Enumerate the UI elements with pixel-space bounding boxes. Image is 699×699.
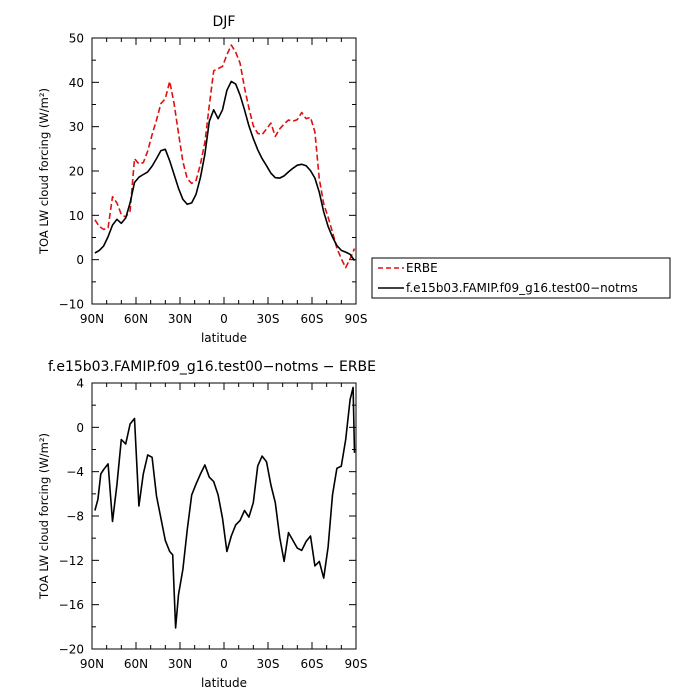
x-tick-label: 90S bbox=[345, 312, 368, 326]
legend-box bbox=[371, 257, 671, 299]
y-tick-label: 0 bbox=[76, 421, 84, 435]
x-tick-label: 0 bbox=[220, 657, 228, 671]
top-chart: DJF TOA LW cloud forcing (W/m²) latitude… bbox=[37, 14, 367, 345]
legend-label-model: f.e15b03.FAMIP.f09_g16.test00−notms bbox=[406, 281, 638, 295]
series-line-0 bbox=[94, 386, 356, 629]
top-chart-ticks: 90N 60N 30N 0 30S 60S 90S −10 0 10 20 30 40 50 bbox=[59, 32, 368, 327]
x-tick-label: 90N bbox=[80, 657, 104, 671]
bottom-chart-frame bbox=[91, 382, 357, 650]
x-tick-label: 0 bbox=[220, 312, 228, 326]
y-tick-label: −20 bbox=[59, 643, 84, 657]
x-tick-label: 30S bbox=[257, 657, 280, 671]
top-chart-y-axis-label: TOA LW cloud forcing (W/m²) bbox=[37, 88, 51, 255]
y-tick-label: 40 bbox=[69, 76, 84, 90]
bottom-chart: f.e15b03.FAMIP.f09_g16.test00−notms − ER… bbox=[37, 359, 376, 690]
top-chart-x-axis-label: latitude bbox=[201, 331, 247, 345]
y-tick-label: 0 bbox=[76, 253, 84, 267]
y-tick-label: 30 bbox=[69, 120, 84, 134]
x-tick-label: 90S bbox=[345, 657, 368, 671]
legend-label-erbe: ERBE bbox=[406, 261, 438, 275]
y-tick-label: 20 bbox=[69, 165, 84, 179]
y-tick-label: −16 bbox=[59, 598, 84, 612]
top-chart-frame bbox=[91, 37, 357, 305]
x-tick-label: 30N bbox=[168, 657, 192, 671]
x-tick-label: 60S bbox=[301, 312, 324, 326]
bottom-chart-y-axis-label: TOA LW cloud forcing (W/m²) bbox=[37, 433, 51, 600]
y-tick-label: 50 bbox=[69, 32, 84, 46]
series-line-1 bbox=[94, 80, 356, 262]
bottom-chart-x-axis-label: latitude bbox=[201, 676, 247, 690]
y-tick-label: −4 bbox=[66, 465, 84, 479]
bottom-chart-title: f.e15b03.FAMIP.f09_g16.test00−notms − ER… bbox=[48, 359, 376, 375]
x-tick-label: 30S bbox=[257, 312, 280, 326]
y-tick-label: 10 bbox=[69, 209, 84, 223]
top-chart-title: DJF bbox=[213, 14, 236, 30]
legend: ERBE f.e15b03.FAMIP.f09_g16.test00−notms bbox=[371, 257, 671, 299]
top-chart-series bbox=[94, 44, 356, 269]
x-tick-label: 90N bbox=[80, 312, 104, 326]
y-tick-label: −12 bbox=[59, 554, 84, 568]
bottom-chart-ticks: 90N 60N 30N 0 30S 60S 90S −20 −16 −12 −8 −4 0 4 bbox=[59, 377, 368, 672]
x-tick-label: 30N bbox=[168, 312, 192, 326]
y-tick-label: −10 bbox=[59, 298, 84, 312]
x-tick-label: 60N bbox=[124, 657, 148, 671]
x-tick-label: 60N bbox=[124, 312, 148, 326]
y-tick-label: −8 bbox=[66, 510, 84, 524]
y-tick-label: 4 bbox=[76, 377, 84, 391]
bottom-chart-series bbox=[94, 386, 356, 629]
x-tick-label: 60S bbox=[301, 657, 324, 671]
series-line-0 bbox=[94, 44, 356, 269]
